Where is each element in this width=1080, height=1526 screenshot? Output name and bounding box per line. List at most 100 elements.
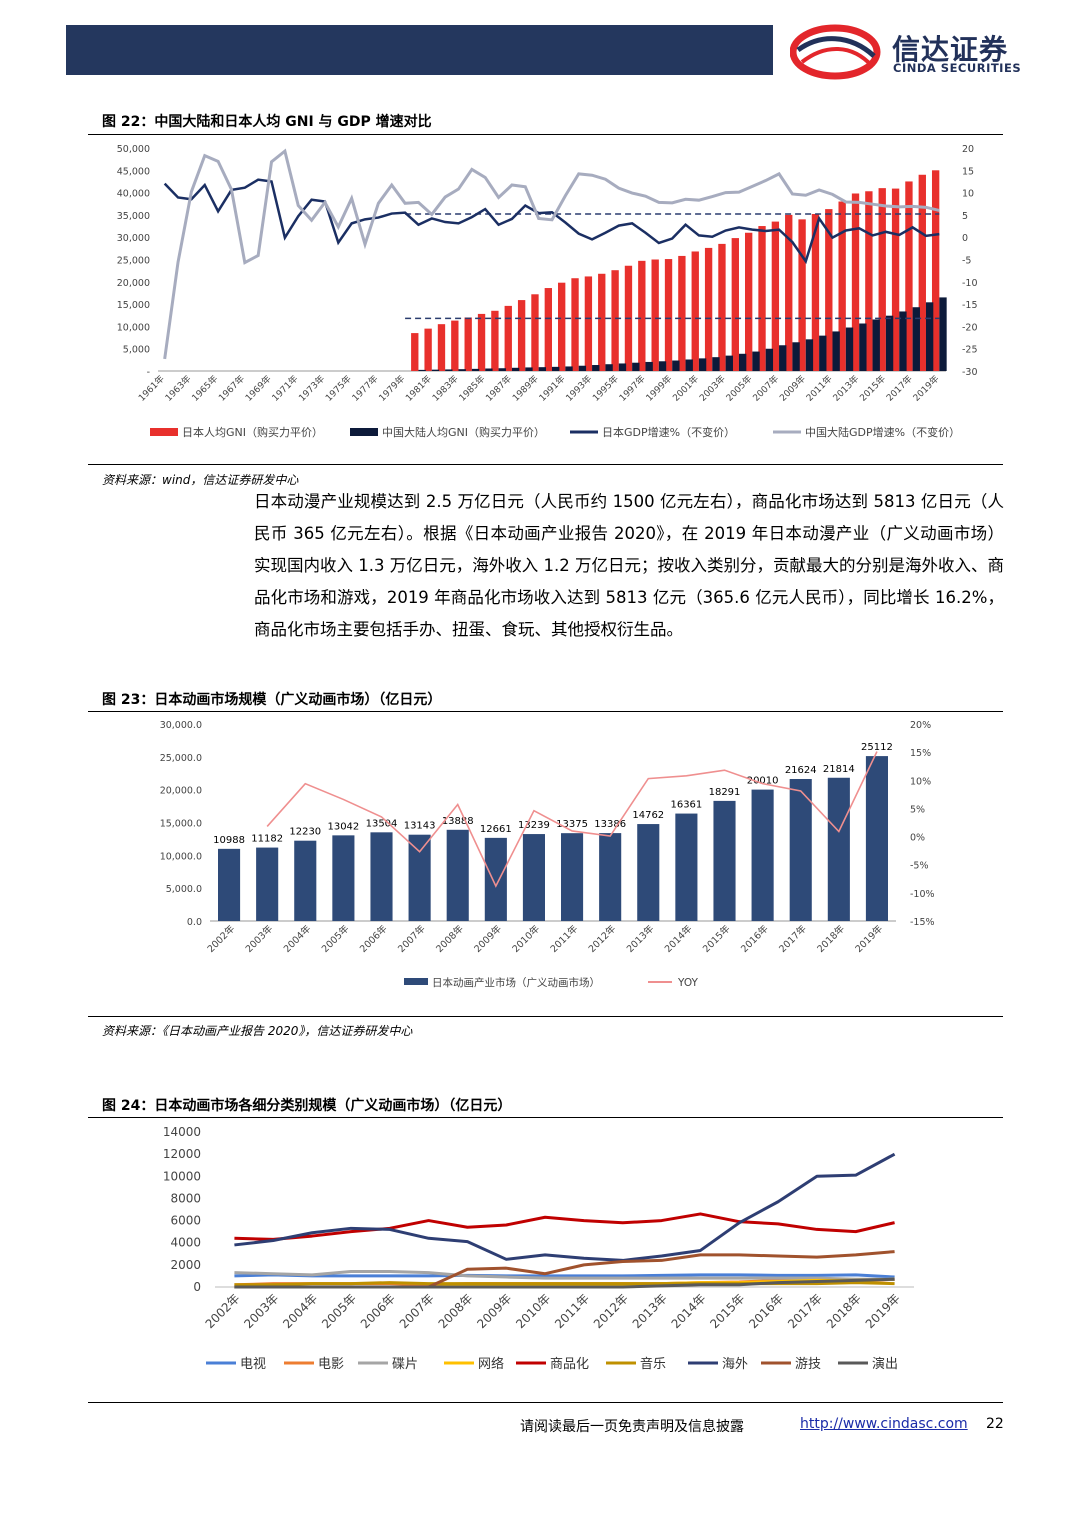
fig22-x-tick: 2011年 <box>804 373 835 404</box>
fig22-left-tick: 35,000 <box>117 211 150 222</box>
fig22-x-tick: 2005年 <box>723 373 754 404</box>
fig23-x-tick: 2016年 <box>738 922 771 955</box>
fig22-bar-china-gni <box>511 367 520 371</box>
fig23-x-tick: 2009年 <box>472 922 505 955</box>
fig22-bar-japan-gni <box>811 214 820 371</box>
fig24-legend-label: 电视 <box>240 1357 266 1372</box>
fig22-bar-china-gni <box>698 358 707 371</box>
fig23-bar-label: 13504 <box>366 818 398 829</box>
fig22-right-tick: -5 <box>962 256 971 267</box>
fig24-line-海外 <box>234 1152 896 1262</box>
fig24-x-tick: 2018年 <box>824 1291 864 1331</box>
fig22-bar-china-gni <box>645 361 653 371</box>
fig22-bar-china-gni <box>792 342 800 371</box>
fig22-bar-china-gni <box>752 351 760 371</box>
fig22-bar-japan-gni <box>851 193 860 371</box>
fig22-bar-china-gni <box>578 365 587 371</box>
fig22-bar-japan-gni <box>517 300 526 371</box>
fig22-x-tick: 1987年 <box>483 373 514 404</box>
fig24-line-电视 <box>234 1273 895 1279</box>
fig23-bar <box>522 834 545 921</box>
fig24-x-tick: 2005年 <box>319 1291 359 1331</box>
fig22-bar-china-gni <box>859 323 867 371</box>
fig22-x-tick: 2013年 <box>830 373 861 404</box>
fig22-top-rule <box>88 134 1003 135</box>
fig22-x-tick: 2001年 <box>670 373 701 404</box>
fig22-right-tick: 5 <box>962 211 968 222</box>
fig23-x-tick: 2012年 <box>586 922 619 955</box>
fig23-bar-label: 13375 <box>556 819 588 830</box>
fig22-bar-china-gni <box>458 369 466 371</box>
fig23-bar <box>751 789 774 921</box>
fig22-right-tick: 0 <box>962 233 968 244</box>
fig23-right-tick: -10% <box>910 889 935 900</box>
fig23-right-tick: 0% <box>910 833 925 844</box>
fig22-x-tick: 2015年 <box>857 373 888 404</box>
fig22-left-tick: - <box>147 367 150 378</box>
fig24-y-tick: 4000 <box>170 1236 201 1250</box>
fig22-legend-swatch <box>350 428 378 436</box>
fig22-left-tick: 50,000 <box>117 144 150 155</box>
fig24-x-tick: 2012年 <box>591 1291 631 1331</box>
fig23-right-tick: -5% <box>910 861 929 872</box>
fig22-left-tick: 15,000 <box>117 300 150 311</box>
footer-rule <box>88 1402 1003 1403</box>
fig22-right-tick: -20 <box>962 322 978 333</box>
fig23-bar <box>713 800 736 921</box>
fig23-bar <box>332 835 355 921</box>
fig23-source: 资料来源：《日本动画产业报告 2020》，信达证券研发中心 <box>102 1024 413 1038</box>
fig24-legend-label: 网络 <box>478 1356 504 1372</box>
fig23-bar-label: 14762 <box>632 810 664 821</box>
fig23-left-tick: 25,000.0 <box>160 753 202 764</box>
fig22-bar-china-gni <box>845 327 854 371</box>
fig22-bar-china-gni <box>552 366 560 371</box>
fig22-bar-china-gni <box>658 361 667 371</box>
fig24-x-tick: 2016年 <box>746 1291 786 1331</box>
fig24-legend-label: 商品化 <box>550 1357 589 1372</box>
cinda-logo-icon <box>790 24 881 80</box>
fig23-bar-label: 12230 <box>289 827 321 838</box>
logo-text-en: CINDA SECURITIES <box>893 61 1022 75</box>
fig24-y-tick: 8000 <box>170 1191 201 1205</box>
fig22-x-tick: 1989年 <box>510 373 541 404</box>
fig22-bar-japan-gni <box>531 294 539 371</box>
fig22-bar-china-gni <box>431 369 440 371</box>
fig22-bar-japan-gni <box>437 324 446 371</box>
fig23-x-tick: 2007年 <box>395 922 428 955</box>
fig22-x-tick: 1969年 <box>243 373 274 404</box>
fig22-title: 图 22：中国大陆和日本人均 GNI 与 GDP 增速对比 <box>102 114 432 130</box>
fig22-left-tick: 45,000 <box>117 166 150 177</box>
fig22-bar-china-gni <box>445 369 453 371</box>
fig23-x-tick: 2004年 <box>281 922 314 955</box>
fig22-x-tick: 1991年 <box>536 373 567 404</box>
footer-url-link[interactable]: http://www.cindasc.com <box>800 1416 968 1432</box>
fig22-right-tick: 15 <box>962 166 974 177</box>
fig23-bar-label: 13888 <box>442 816 474 827</box>
fig22-bar-china-gni <box>779 345 787 371</box>
fig23-x-tick: 2017年 <box>777 922 810 955</box>
fig22-bar-china-gni <box>538 367 546 371</box>
fig22-left-tick: 10,000 <box>117 322 150 333</box>
fig22-bar-china-gni <box>498 368 506 371</box>
fig22-x-tick: 1963年 <box>162 373 193 404</box>
fig24-y-tick: 6000 <box>170 1214 201 1228</box>
fig23-bar-label: 13386 <box>594 819 626 830</box>
fig22-bar-japan-gni <box>718 243 726 371</box>
fig23-bar <box>561 833 584 921</box>
fig23-bar <box>446 829 469 921</box>
fig23-x-tick: 2006年 <box>357 922 390 955</box>
fig22-x-tick: 1979年 <box>376 373 407 404</box>
fig22-bar-japan-gni <box>651 259 659 371</box>
fig22-right-tick: -30 <box>962 367 978 378</box>
fig23-bar-label: 18291 <box>709 787 741 798</box>
fig24-legend-label: 演出 <box>872 1356 898 1372</box>
fig23-bar <box>370 832 393 921</box>
fig23-title: 图 23：日本动画市场规模（广义动画市场）（亿日元） <box>102 692 442 708</box>
fig24-line-演出 <box>234 1277 895 1289</box>
fig22-bar-china-gni <box>672 360 680 371</box>
fig22-x-tick: 1971年 <box>269 373 300 404</box>
fig24-legend-label: 音乐 <box>640 1356 666 1372</box>
fig23-left-tick: 10,000.0 <box>160 851 202 862</box>
fig22-bar-china-gni <box>471 368 480 371</box>
fig22-bar-china-gni <box>912 307 920 371</box>
